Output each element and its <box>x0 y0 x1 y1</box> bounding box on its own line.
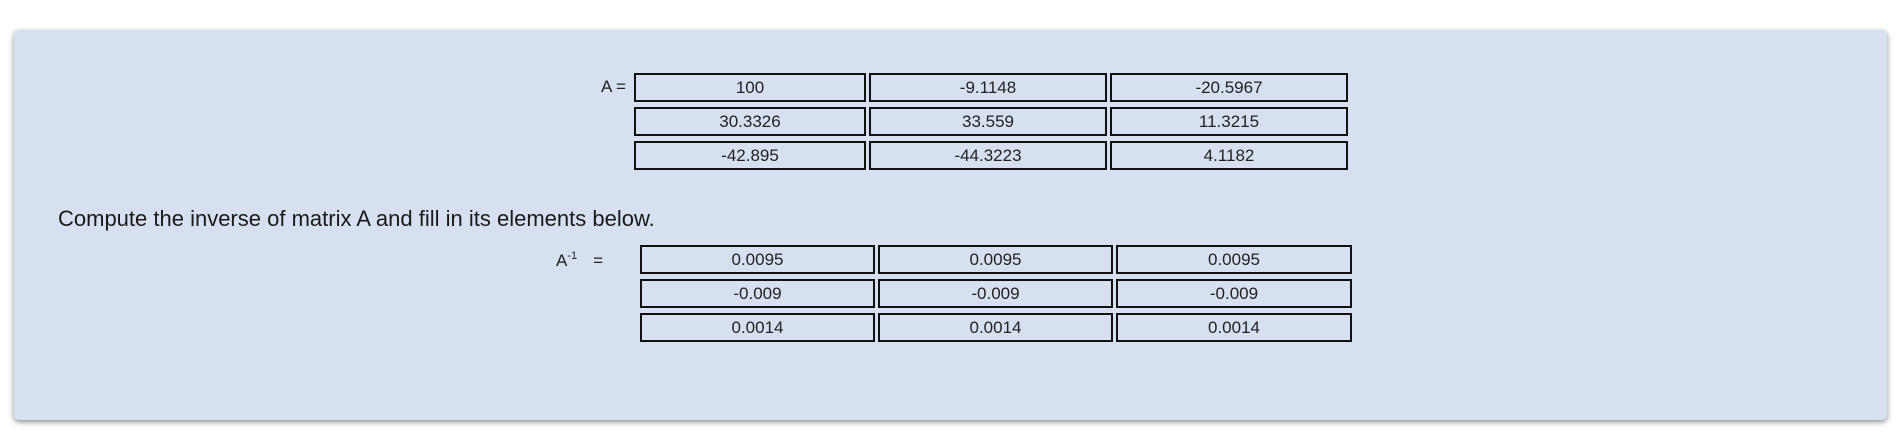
question-prompt: Compute the inverse of matrix A and fill… <box>58 206 655 231</box>
inverse-matrix-table: 0.0095 0.0095 0.0095 -0.009 -0.009 -0.00… <box>640 245 1352 342</box>
inverse-answer-input[interactable]: 0.0014 <box>1116 313 1352 342</box>
inverse-answer-input[interactable]: 0.0014 <box>640 313 875 342</box>
inverse-answer-input[interactable]: -0.009 <box>878 279 1113 308</box>
inverse-answer-input[interactable]: 0.0095 <box>640 245 875 274</box>
matrix-a-cell: 33.559 <box>869 107 1107 136</box>
inverse-matrix-block: A-1 = 0.0095 0.0095 0.0095 -0.009 -0.009 … <box>556 245 1352 342</box>
matrix-a-cell: -20.5967 <box>1110 73 1348 102</box>
inverse-matrix-row: 0.0095 0.0095 0.0095 <box>640 245 1352 274</box>
matrix-a-row: 30.3326 33.559 11.3215 <box>634 107 1348 136</box>
matrix-a-cell: -44.3223 <box>869 141 1107 170</box>
inverse-answer-input[interactable]: 0.0095 <box>1116 245 1352 274</box>
inverse-matrix-label: A-1 = <box>556 245 626 271</box>
matrix-a-row: -42.895 -44.3223 4.1182 <box>634 141 1348 170</box>
inverse-matrix-row: 0.0014 0.0014 0.0014 <box>640 313 1352 342</box>
inverse-answer-input[interactable]: 0.0014 <box>878 313 1113 342</box>
matrix-a-cell: 11.3215 <box>1110 107 1348 136</box>
inverse-label-equals: = <box>593 251 604 270</box>
matrix-a-cell: 30.3326 <box>634 107 866 136</box>
inverse-answer-input[interactable]: -0.009 <box>640 279 875 308</box>
inverse-answer-input[interactable]: -0.009 <box>1116 279 1352 308</box>
question-panel: A = 100 -9.1148 -20.5967 30.3326 33.559 … <box>14 30 1887 420</box>
inverse-label-base: A <box>556 251 568 270</box>
matrix-a-cell: -42.895 <box>634 141 866 170</box>
matrix-a-cell: 100 <box>634 73 866 102</box>
matrix-a-table: 100 -9.1148 -20.5967 30.3326 33.559 11.3… <box>634 73 1348 170</box>
matrix-a-cell: -9.1148 <box>869 73 1107 102</box>
inverse-label-superscript: -1 <box>567 250 578 262</box>
inverse-answer-input[interactable]: 0.0095 <box>878 245 1113 274</box>
matrix-a-cell: 4.1182 <box>1110 141 1348 170</box>
inverse-matrix-row: -0.009 -0.009 -0.009 <box>640 279 1352 308</box>
matrix-a-label: A = <box>600 77 626 96</box>
matrix-a-row: 100 -9.1148 -20.5967 <box>634 73 1348 102</box>
matrix-a-block: A = 100 -9.1148 -20.5967 30.3326 33.559 … <box>574 73 1348 170</box>
